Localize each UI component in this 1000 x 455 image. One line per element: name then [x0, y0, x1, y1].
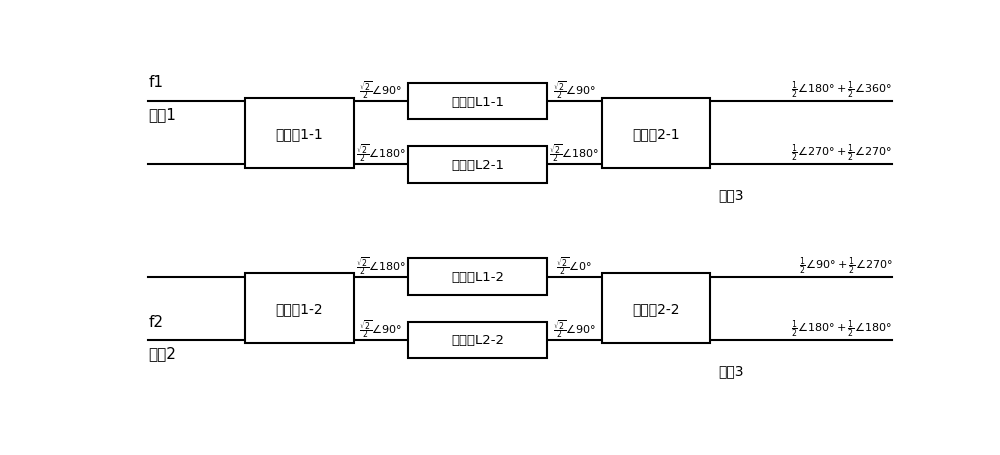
Text: $\frac{1}{2}\angle270°+\frac{1}{2}\angle270°$: $\frac{1}{2}\angle270°+\frac{1}{2}\angle… — [791, 142, 892, 164]
Text: $\frac{\sqrt{2}}{2}\angle180°$: $\frac{\sqrt{2}}{2}\angle180°$ — [549, 142, 600, 164]
Text: 端口2: 端口2 — [148, 345, 176, 360]
Text: 传输线L1-1: 传输线L1-1 — [451, 96, 504, 108]
Text: $\frac{1}{2}\angle180°+\frac{1}{2}\angle180°$: $\frac{1}{2}\angle180°+\frac{1}{2}\angle… — [791, 318, 892, 339]
Text: $\frac{\sqrt{2}}{2}\angle0°$: $\frac{\sqrt{2}}{2}\angle0°$ — [556, 254, 593, 276]
Text: 分束器2-1: 分束器2-1 — [632, 126, 680, 141]
Text: 分束器2-2: 分束器2-2 — [632, 302, 680, 316]
Text: $\frac{1}{2}\angle90°+\frac{1}{2}\angle270°$: $\frac{1}{2}\angle90°+\frac{1}{2}\angle2… — [799, 255, 892, 276]
Text: $\frac{\sqrt{2}}{2}\angle90°$: $\frac{\sqrt{2}}{2}\angle90°$ — [553, 317, 596, 339]
Bar — [408, 259, 547, 295]
Bar — [245, 273, 354, 344]
Text: $\frac{\sqrt{2}}{2}\angle180°$: $\frac{\sqrt{2}}{2}\angle180°$ — [356, 142, 406, 164]
Text: f2: f2 — [148, 315, 163, 329]
Text: 端口1: 端口1 — [148, 107, 176, 122]
Bar — [602, 273, 710, 344]
Text: f1: f1 — [148, 75, 163, 90]
Bar — [408, 84, 547, 120]
Text: $\frac{\sqrt{2}}{2}\angle90°$: $\frac{\sqrt{2}}{2}\angle90°$ — [359, 317, 402, 339]
Text: 传输线L2-2: 传输线L2-2 — [451, 334, 504, 347]
Text: $\frac{\sqrt{2}}{2}\angle90°$: $\frac{\sqrt{2}}{2}\angle90°$ — [553, 79, 596, 101]
Bar — [245, 98, 354, 168]
Text: 分束器1-2: 分束器1-2 — [276, 302, 323, 316]
Bar — [408, 322, 547, 359]
Text: 分束器1-1: 分束器1-1 — [276, 126, 323, 141]
Text: 传输线L1-2: 传输线L1-2 — [451, 271, 504, 283]
Text: 端口3: 端口3 — [718, 188, 743, 202]
Text: $\frac{1}{2}\angle180°+\frac{1}{2}\angle360°$: $\frac{1}{2}\angle180°+\frac{1}{2}\angle… — [791, 80, 892, 101]
Text: $\frac{\sqrt{2}}{2}\angle180°$: $\frac{\sqrt{2}}{2}\angle180°$ — [356, 254, 406, 276]
Bar — [408, 147, 547, 183]
Text: 传输线L2-1: 传输线L2-1 — [451, 158, 504, 172]
Bar — [602, 98, 710, 168]
Text: $\frac{\sqrt{2}}{2}\angle90°$: $\frac{\sqrt{2}}{2}\angle90°$ — [359, 79, 402, 101]
Text: 端口3: 端口3 — [718, 363, 743, 377]
